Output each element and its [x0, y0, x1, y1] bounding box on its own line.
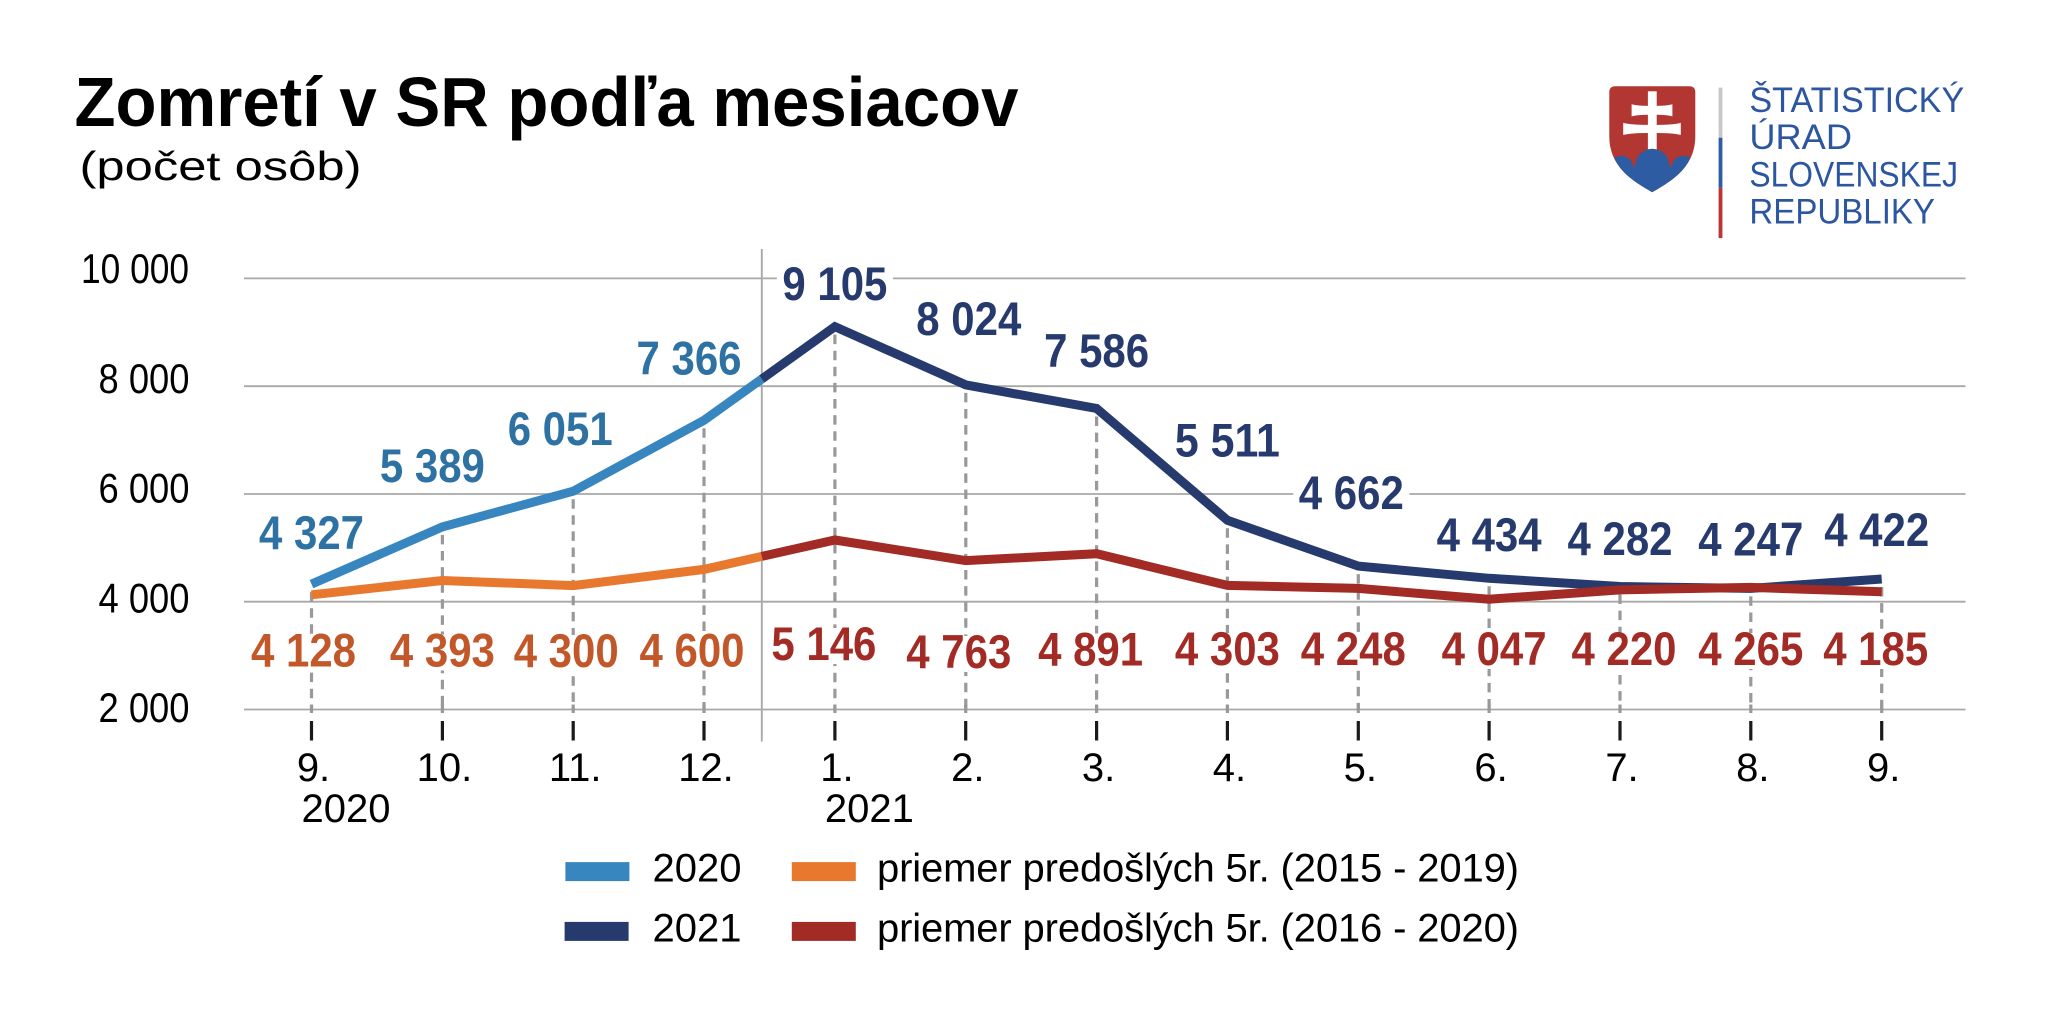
svg-text:4 185: 4 185: [1823, 623, 1928, 676]
svg-text:4 220: 4 220: [1572, 623, 1677, 676]
svg-text:12.: 12.: [678, 746, 734, 790]
svg-text:4 662: 4 662: [1299, 467, 1404, 520]
svg-text:2 000: 2 000: [99, 684, 190, 731]
svg-text:6 051: 6 051: [508, 403, 613, 456]
svg-text:ÚRAD: ÚRAD: [1749, 118, 1852, 157]
svg-text:4 128: 4 128: [251, 625, 356, 678]
svg-text:4 393: 4 393: [390, 625, 495, 678]
svg-text:SLOVENSKEJ: SLOVENSKEJ: [1749, 155, 1958, 194]
svg-text:4 327: 4 327: [259, 507, 364, 560]
svg-text:4 047: 4 047: [1442, 623, 1547, 676]
svg-text:8 024: 8 024: [916, 293, 1022, 346]
svg-text:5 389: 5 389: [380, 440, 485, 493]
svg-text:(počet osôb): (počet osôb): [80, 143, 362, 189]
svg-text:11.: 11.: [549, 746, 602, 790]
svg-text:priemer predošlých 5r. (2016 -: priemer predošlých 5r. (2016 - 2020): [877, 907, 1519, 951]
svg-text:REPUBLIKY: REPUBLIKY: [1749, 193, 1935, 232]
svg-text:5.: 5.: [1344, 746, 1377, 790]
svg-text:1.: 1.: [820, 746, 853, 790]
svg-text:10 000: 10 000: [81, 245, 189, 292]
svg-text:2020: 2020: [653, 847, 742, 891]
svg-text:4 600: 4 600: [640, 625, 745, 678]
svg-text:4 282: 4 282: [1568, 513, 1673, 566]
svg-text:Zomretí v SR podľa mesiacov: Zomretí v SR podľa mesiacov: [75, 63, 1019, 141]
svg-text:9.: 9.: [1867, 746, 1900, 790]
svg-text:5 511: 5 511: [1175, 415, 1280, 468]
svg-text:priemer predošlých 5r. (2015 -: priemer predošlých 5r. (2015 - 2019): [877, 847, 1519, 891]
svg-text:7 586: 7 586: [1044, 325, 1149, 378]
svg-text:2021: 2021: [825, 787, 914, 831]
svg-text:4 247: 4 247: [1698, 514, 1803, 567]
svg-text:4 422: 4 422: [1824, 504, 1929, 557]
svg-text:7.: 7.: [1605, 746, 1638, 790]
svg-text:8 000: 8 000: [99, 355, 190, 402]
svg-text:4 300: 4 300: [514, 625, 619, 678]
svg-text:7 366: 7 366: [637, 333, 742, 386]
svg-text:9 105: 9 105: [782, 258, 887, 311]
svg-text:ŠTATISTICKÝ: ŠTATISTICKÝ: [1749, 81, 1964, 120]
svg-text:6.: 6.: [1474, 746, 1507, 790]
svg-text:3.: 3.: [1082, 746, 1115, 790]
svg-text:2.: 2.: [951, 746, 984, 790]
svg-text:2020: 2020: [302, 787, 391, 831]
svg-text:4 763: 4 763: [906, 626, 1011, 679]
svg-text:4 248: 4 248: [1301, 623, 1406, 676]
svg-text:4 265: 4 265: [1698, 623, 1803, 676]
svg-text:10.: 10.: [417, 746, 473, 790]
svg-text:2021: 2021: [653, 907, 742, 951]
svg-text:4 000: 4 000: [99, 575, 190, 622]
svg-text:6 000: 6 000: [99, 465, 190, 512]
svg-text:8.: 8.: [1736, 746, 1769, 790]
svg-text:4.: 4.: [1213, 746, 1246, 790]
svg-text:5 146: 5 146: [771, 618, 876, 671]
svg-text:4 303: 4 303: [1175, 623, 1280, 676]
svg-text:4 891: 4 891: [1038, 624, 1143, 677]
svg-text:4 434: 4 434: [1437, 509, 1543, 562]
svg-text:9.: 9.: [297, 746, 330, 790]
